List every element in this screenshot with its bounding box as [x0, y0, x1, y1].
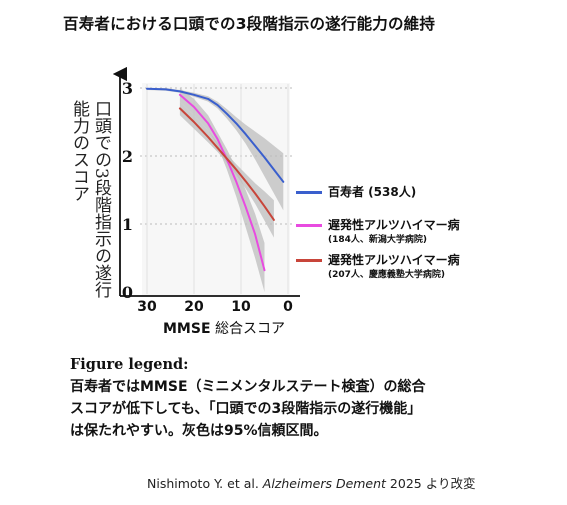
chart-svg: 0 1 2 3 30 20 10 0: [112, 66, 300, 315]
citation-journal: Alzheimers Dement: [262, 476, 386, 491]
x-axis-label: MMSE 総合スコア: [163, 318, 285, 338]
legend-label: 遅発性アルツハイマー病: [328, 253, 460, 267]
legend-label: 遅発性アルツハイマー病: [328, 218, 460, 232]
x-tick-label: 30: [137, 299, 157, 315]
x-axis-label-bold: MMSE: [163, 321, 211, 337]
tick-labels: 0 1 2 3 30 20 10 0: [122, 79, 293, 315]
ci-band-2: [179, 101, 274, 238]
y-tick-label: 0: [122, 283, 133, 302]
y-tick-label: 3: [122, 79, 133, 98]
x-tick-label: 20: [184, 299, 204, 315]
figure-legend-line: 百寿者ではMMSE（ミニメンタルステート検査）の総合: [70, 379, 426, 395]
plot-background: [142, 83, 290, 295]
y-axis-label: 口頭での3段階指示の遂行能力のスコア: [69, 100, 111, 298]
citation-authors: Nishimoto Y. et al.: [147, 476, 263, 491]
x-axis-label-rest: 総合スコア: [210, 321, 285, 337]
ci-band-1: [179, 88, 265, 292]
y-tick-label: 1: [122, 215, 133, 234]
ci-band-0: [147, 88, 284, 211]
figure-title: 百寿者における口頭での3段階指示の遂行能力の維持: [63, 15, 436, 33]
x-tick-label: 0: [283, 299, 293, 315]
legend-swatch: [296, 191, 322, 194]
series-lines: [146, 87, 285, 272]
citation: Nishimoto Y. et al. Alzheimers Dement 20…: [147, 473, 475, 492]
series-line-0: [146, 87, 285, 183]
figure-legend-text: 百寿者ではMMSE（ミニメンタルステート検査）の総合 スコアが低下しても、「口頭…: [70, 376, 510, 442]
legend-sublabel: (207人、慶應義塾大学病院): [328, 270, 446, 280]
legend-swatch: [296, 224, 322, 227]
legend-label: 百寿者 (538人): [328, 185, 417, 199]
series-line-2: [178, 107, 275, 221]
legend-sublabel: (184人、新潟大学病院): [328, 235, 428, 245]
x-tick-label: 10: [231, 299, 251, 315]
y-tick-label: 2: [122, 147, 133, 166]
figure-legend-line: は保たれやすい。灰色は95%信頼区間。: [70, 423, 328, 439]
figure-legend-line: スコアが低下しても、「口頭での3段階指示の遂行機能」: [70, 401, 422, 417]
confidence-bands: [147, 88, 284, 292]
figure-legend-heading: Figure legend:: [70, 356, 189, 373]
legend-swatch: [296, 259, 322, 262]
citation-rest: 2025 より改変: [385, 476, 476, 491]
